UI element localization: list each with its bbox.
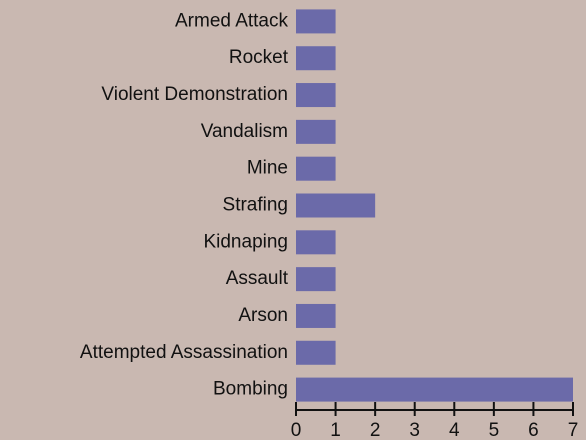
x-tick-label: 5 (489, 420, 500, 440)
x-tick-label: 2 (370, 420, 381, 440)
y-tick-label: Bombing (213, 379, 288, 400)
bar (296, 303, 336, 328)
y-tick-label: Arson (238, 305, 288, 326)
bar (296, 156, 336, 181)
y-tick-label: Kidnaping (203, 231, 288, 252)
y-tick-label: Vandalism (201, 121, 288, 142)
bar (296, 377, 573, 402)
bar (296, 193, 376, 218)
bar (296, 119, 336, 144)
x-tick-label: 0 (291, 420, 302, 440)
x-tick-label: 7 (568, 420, 579, 440)
x-tick-label: 1 (330, 420, 341, 440)
y-tick-label: Assault (226, 268, 289, 289)
y-tick-label: Strafing (223, 195, 288, 216)
x-tick-label: 6 (528, 420, 539, 440)
x-tick-label: 3 (409, 420, 420, 440)
y-tick-label: Rocket (229, 47, 289, 68)
y-tick-label: Violent Demonstration (101, 84, 288, 105)
bar (296, 230, 336, 255)
y-tick-label: Attempted Assassination (80, 342, 288, 363)
x-tick-label: 4 (449, 420, 460, 440)
y-tick-label: Mine (247, 158, 288, 179)
bar (296, 9, 336, 34)
bar (296, 340, 336, 365)
bar (296, 83, 336, 108)
bar (296, 46, 336, 71)
bar (296, 267, 336, 292)
y-tick-label: Armed Attack (175, 10, 288, 31)
